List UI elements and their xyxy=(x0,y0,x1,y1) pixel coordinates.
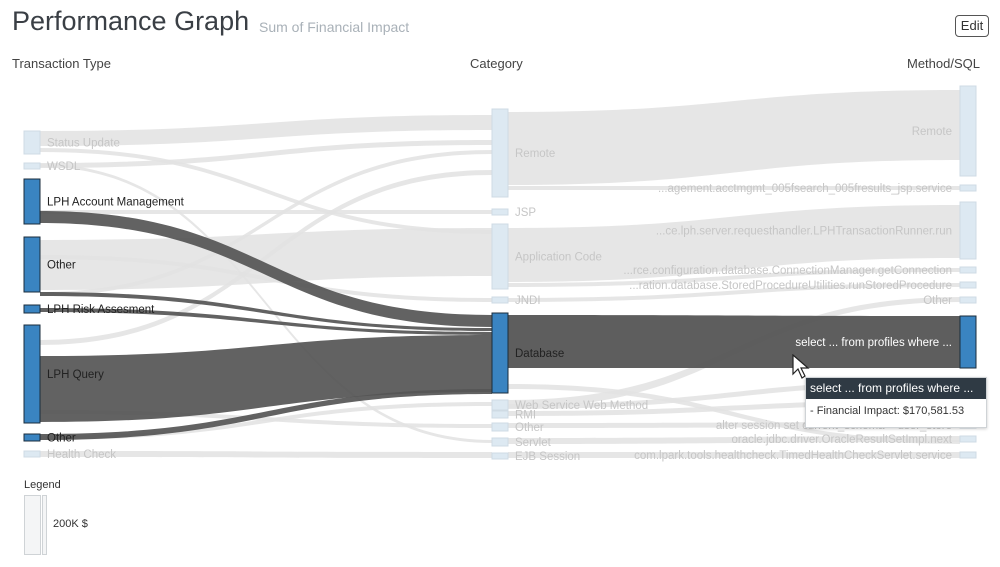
node-label: RMI xyxy=(515,410,536,422)
sankey-node[interactable] xyxy=(491,108,509,198)
page-subtitle: Sum of Financial Impact xyxy=(259,19,410,35)
sankey-node[interactable] xyxy=(959,201,977,260)
active-flow-link[interactable] xyxy=(508,315,960,368)
inactive-flow-link xyxy=(508,268,960,287)
node-label: Other xyxy=(47,260,76,272)
inactive-flow-link xyxy=(40,451,492,458)
node-label: LPH Query xyxy=(47,369,104,381)
inactive-links xyxy=(40,90,960,458)
node-label: select ... from profiles where ... xyxy=(795,337,952,349)
inactive-flow-link xyxy=(508,384,960,444)
active-links xyxy=(40,211,960,440)
sankey-node[interactable] xyxy=(959,296,977,304)
sankey-node[interactable] xyxy=(491,296,509,304)
node-label: Health Check xyxy=(47,449,116,461)
inactive-flow-link xyxy=(508,205,960,282)
sankey-node[interactable] xyxy=(23,304,41,314)
sankey-node[interactable] xyxy=(491,312,509,394)
inactive-flow-link xyxy=(40,148,492,234)
sankey-diagram: Status Update WSDL LPH Account Management O… xyxy=(23,85,977,463)
tooltip-title: select ... from profiles where ... xyxy=(806,378,986,399)
node-label: com.lpark.tools.healthcheck.TimedHealthC… xyxy=(634,450,952,462)
tooltip: select ... from profiles where ... - Fin… xyxy=(805,377,987,428)
node-label: LPH Account Management xyxy=(47,197,185,209)
column-header-method-sql: Method/SQL xyxy=(907,56,980,71)
inactive-flow-link xyxy=(508,186,960,190)
sankey-node[interactable] xyxy=(491,452,509,460)
sankey-node[interactable] xyxy=(23,236,41,293)
node-label: Other xyxy=(923,295,952,307)
inactive-flow-link xyxy=(40,115,492,146)
inactive-flow-link xyxy=(508,283,960,302)
node-label: Application Code xyxy=(515,252,602,264)
active-flow-link[interactable] xyxy=(40,308,492,335)
inactive-flow-link xyxy=(40,170,492,345)
legend-swatch xyxy=(24,495,41,555)
active-flow-link[interactable] xyxy=(40,389,492,440)
tooltip-detail: - Financial Impact: $170,581.53 xyxy=(810,405,965,417)
node-label: Database xyxy=(515,348,564,360)
node-label: Servlet xyxy=(515,437,552,449)
node-label: Remote xyxy=(912,126,952,138)
inactive-flow-link xyxy=(40,150,492,296)
column-header-category: Category xyxy=(470,56,523,71)
node-label: ...rce.configuration.database.Connection… xyxy=(623,265,952,277)
inactive-flow-link xyxy=(40,210,492,214)
active-flow-link[interactable] xyxy=(40,211,492,327)
edit-button[interactable]: Edit xyxy=(955,15,989,37)
node-label: ...agement.acctmgmt_005fsearch_005fresul… xyxy=(658,183,952,195)
sankey-node[interactable] xyxy=(23,450,41,458)
node-label: ...ration.database.StoredProcedureUtilit… xyxy=(629,280,952,292)
sankey-node[interactable] xyxy=(491,223,509,290)
sankey-node[interactable] xyxy=(23,433,41,442)
node-label: WSDL xyxy=(47,161,81,173)
node-label: Web Service Web Method xyxy=(515,400,648,412)
sankey-node[interactable] xyxy=(23,162,41,170)
sankey-node[interactable] xyxy=(959,435,977,443)
page-title: Performance Graph xyxy=(12,6,250,36)
sankey-node[interactable] xyxy=(23,324,41,424)
legend-swatch-small xyxy=(42,495,47,555)
mouse-pointer-icon xyxy=(792,354,810,379)
node-label: Other xyxy=(47,433,76,445)
sankey-node[interactable] xyxy=(491,208,509,216)
inactive-flow-link xyxy=(40,140,492,168)
sankey-node[interactable] xyxy=(959,85,977,177)
inactive-flow-link xyxy=(508,452,960,458)
active-flow-link[interactable] xyxy=(40,292,492,331)
sankey-node[interactable] xyxy=(23,178,41,225)
sankey-node[interactable] xyxy=(491,422,509,432)
sankey-node[interactable] xyxy=(491,399,509,411)
node-label: Remote xyxy=(515,148,555,160)
node-label: EJB Session xyxy=(515,451,580,463)
active-flow-link[interactable] xyxy=(40,335,492,422)
inactive-flow-link xyxy=(40,164,492,443)
sankey-node[interactable] xyxy=(491,437,509,447)
sankey-node[interactable] xyxy=(959,315,977,369)
sankey-node[interactable] xyxy=(959,184,977,192)
legend-title: Legend xyxy=(24,479,61,491)
sankey-node[interactable] xyxy=(959,266,977,274)
legend-value: 200K $ xyxy=(53,518,88,530)
sankey-node[interactable] xyxy=(491,410,509,419)
node-label: oracle.jdbc.driver.OracleResultSetImpl.n… xyxy=(731,434,952,446)
node-label: JSP xyxy=(515,207,536,219)
sankey-node[interactable] xyxy=(959,451,977,459)
sankey-node[interactable] xyxy=(959,281,977,289)
node-label: LPH Risk Assesment xyxy=(47,304,155,316)
sankey-node[interactable] xyxy=(23,130,41,155)
inactive-flow-link xyxy=(40,255,492,302)
column-header-transaction-type: Transaction Type xyxy=(12,56,111,71)
nodes xyxy=(23,85,977,460)
node-label: JNDI xyxy=(515,295,541,307)
node-label: ...ce.lph.server.requesthandler.LPHTrans… xyxy=(656,226,952,238)
node-label: Status Update xyxy=(47,138,120,150)
inactive-flow-link xyxy=(508,90,960,185)
node-label: Other xyxy=(515,422,544,434)
